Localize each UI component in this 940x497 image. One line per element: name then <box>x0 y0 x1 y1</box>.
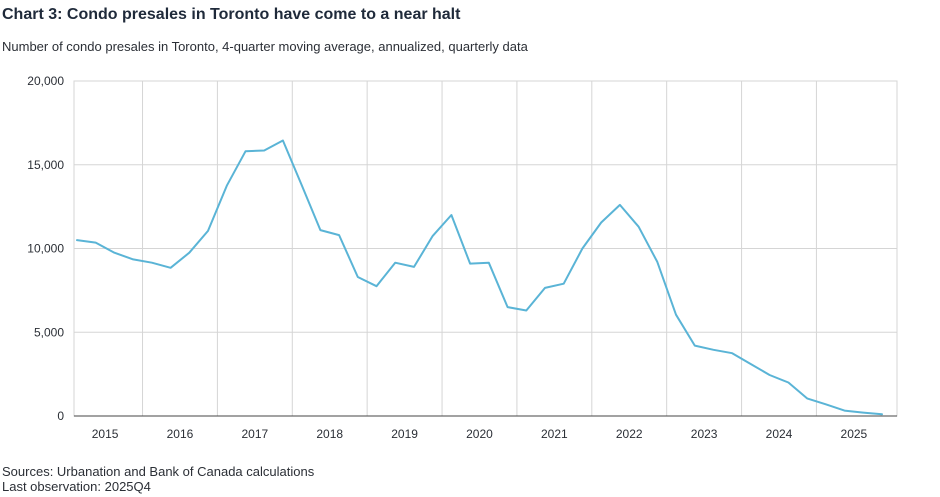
x-tick-label: 2024 <box>766 427 793 441</box>
x-tick-label: 2023 <box>691 427 718 441</box>
x-tick-label: 2018 <box>316 427 343 441</box>
sources-note: Sources: Urbanation and Bank of Canada c… <box>2 464 315 479</box>
y-tick-label: 5,000 <box>34 325 64 339</box>
x-tick-label: 2020 <box>466 427 493 441</box>
series-line <box>76 139 883 416</box>
x-tick-label: 2025 <box>841 427 868 441</box>
chart-title: Chart 3: Condo presales in Toronto have … <box>2 6 461 23</box>
y-tick-label: 15,000 <box>27 158 64 172</box>
y-tick-label: 10,000 <box>27 242 64 256</box>
last-observation-note: Last observation: 2025Q4 <box>2 479 151 494</box>
x-tick-label: 2016 <box>167 427 194 441</box>
x-tick-label: 2019 <box>391 427 418 441</box>
x-tick-label: 2022 <box>616 427 643 441</box>
y-axis-ticks: 0 5,000 10,000 15,000 20,000 <box>27 74 64 423</box>
chart-subtitle: Number of condo presales in Toronto, 4-q… <box>2 39 528 54</box>
x-tick-label: 2017 <box>241 427 268 441</box>
series-lines <box>76 139 883 416</box>
gridlines <box>73 80 898 417</box>
x-tick-label: 2015 <box>92 427 119 441</box>
x-tick-label: 2021 <box>541 427 568 441</box>
y-tick-label: 0 <box>57 409 64 423</box>
y-tick-label: 20,000 <box>27 74 64 88</box>
x-axis-ticks: 2015 2016 2017 2018 2019 2020 2021 2022 2023 2024… <box>92 427 868 441</box>
